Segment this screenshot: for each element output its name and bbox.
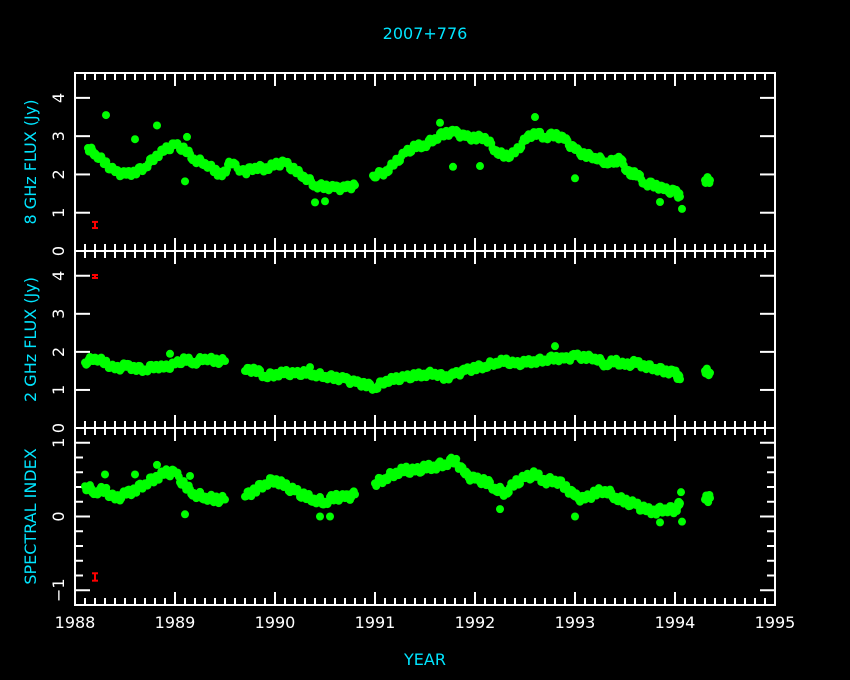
y-tick-label: 2 (49, 169, 68, 179)
outlier-point (531, 113, 539, 122)
data-point (676, 499, 684, 508)
outlier-point (102, 111, 110, 120)
y-axis-label: SPECTRAL INDEX (21, 448, 40, 584)
error-bar (92, 220, 98, 230)
data-point (676, 375, 684, 384)
panel-frame (74, 427, 776, 606)
y-tick-label: 4 (49, 93, 68, 103)
data-point (221, 357, 229, 366)
x-tick-label: 1993 (555, 613, 596, 632)
y-tick-label: 1 (49, 438, 68, 448)
panel-3: 1 0 −1 SPECTRAL INDEX (21, 427, 776, 606)
y-tick-label: 1 (49, 208, 68, 218)
x-tick-label: 1995 (755, 613, 796, 632)
x-tick-label: 1994 (655, 613, 696, 632)
data-point (676, 192, 684, 201)
x-tick-label: 1989 (155, 613, 196, 632)
y-tick-label: 1 (49, 385, 68, 395)
outlier-point (321, 197, 329, 206)
outlier-point (678, 517, 686, 526)
panel-1: 0 1 2 3 4 8 GHz FLUX (Jy) (21, 72, 776, 256)
outlier-point (496, 505, 504, 514)
y-tick-label: 0 (49, 423, 68, 433)
y-tick-label: 3 (49, 131, 68, 141)
error-bar (92, 572, 98, 582)
outlier-point (306, 363, 314, 372)
outlier-point (571, 174, 579, 183)
outlier-point (326, 512, 334, 521)
y-axis-label: 8 GHz FLUX (Jy) (21, 100, 40, 225)
panel-frame (74, 72, 776, 252)
y-tick-label: −1 (49, 578, 68, 602)
outlier-point (656, 198, 664, 207)
error-bar (92, 273, 98, 279)
outlier-point (186, 471, 194, 480)
outlier-point (311, 198, 319, 207)
outlier-point (436, 118, 444, 127)
outlier-point (449, 162, 457, 171)
outlier-point (551, 342, 559, 351)
outlier-point (101, 470, 109, 479)
y-tick-label: 3 (49, 309, 68, 319)
x-axis-label: YEAR (403, 650, 446, 669)
chart-title: 2007+776 (383, 24, 468, 43)
outlier-point (181, 510, 189, 519)
outlier-point (183, 132, 191, 141)
x-tick-label: 1988 (55, 613, 96, 632)
y-tick-label: 0 (49, 246, 68, 256)
outlier-point (656, 518, 664, 527)
outlier-point (571, 512, 579, 521)
x-tick-label: 1991 (355, 613, 396, 632)
outlier-point (476, 162, 484, 171)
data-point (351, 181, 359, 190)
outlier-point (181, 177, 189, 186)
panel-2: 0 1 2 3 4 2 GHz FLUX (Jy) (21, 250, 776, 433)
outlier-point (153, 460, 161, 469)
data-series (81, 342, 714, 394)
data-series (81, 453, 714, 527)
outlier-point (153, 121, 161, 130)
data-point (221, 495, 229, 504)
outlier-point (316, 512, 324, 521)
outlier-point (677, 488, 685, 497)
outlier-point (166, 349, 174, 358)
outlier-point (131, 470, 139, 479)
data-series (84, 111, 714, 213)
y-tick-label: 0 (49, 511, 68, 521)
x-tick-label: 1992 (455, 613, 496, 632)
x-tick-label: 1990 (255, 613, 296, 632)
panel-frame (74, 250, 776, 429)
data-point (351, 490, 359, 499)
outlier-point (678, 204, 686, 213)
data-point (706, 368, 714, 377)
y-axis-label: 2 GHz FLUX (Jy) (21, 277, 40, 402)
plot-area: 0 1 2 3 4 8 GHz FLUX (Jy) 0 1 2 3 4 2 GHz FLUX (Jy)… (21, 72, 796, 632)
y-tick-label: 4 (49, 271, 68, 281)
data-point (706, 176, 714, 185)
y-tick-label: 2 (49, 347, 68, 357)
outlier-point (131, 135, 139, 144)
data-point (706, 494, 714, 503)
